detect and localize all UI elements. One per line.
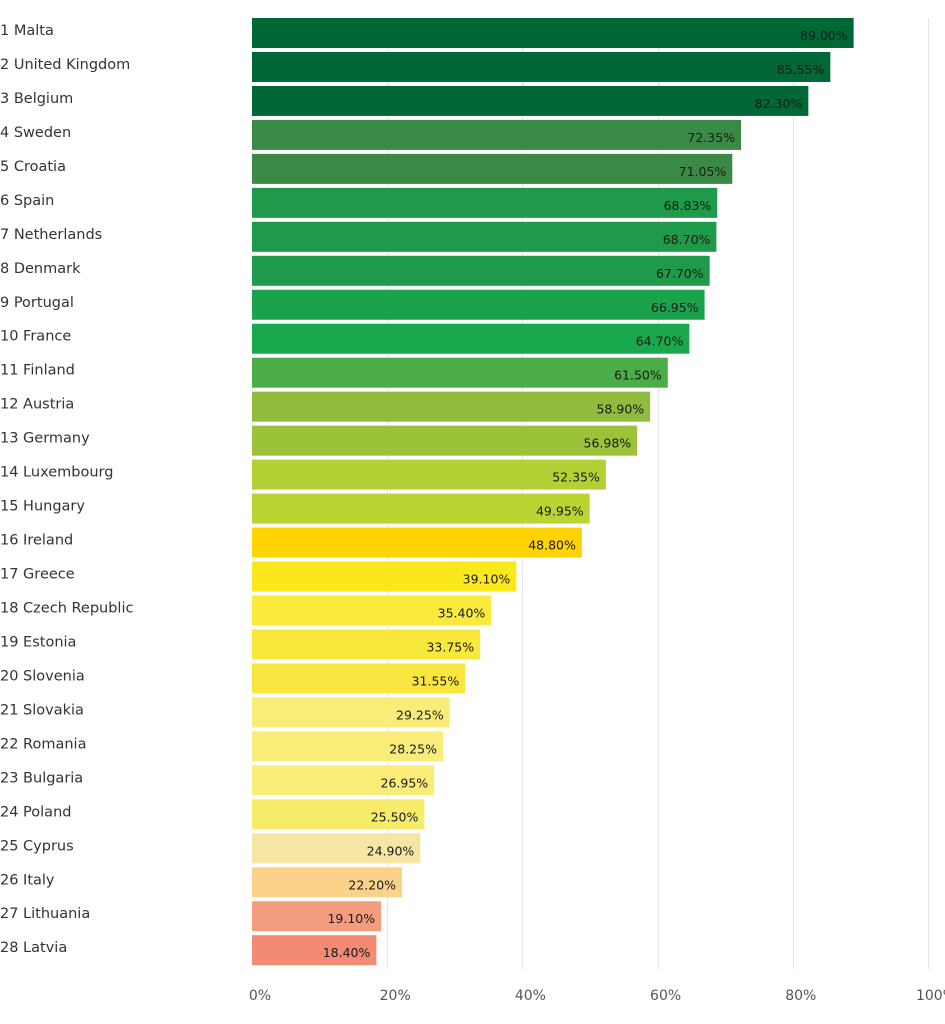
bar — [252, 459, 606, 490]
value-label: 68.70% — [663, 232, 711, 247]
category-label: 8 Denmark — [0, 261, 81, 277]
category-label: 22 Romania — [0, 736, 86, 752]
category-label: 6 Spain — [0, 193, 54, 209]
category-label: 25 Cyprus — [0, 838, 74, 854]
bar — [252, 731, 443, 762]
bar — [252, 901, 382, 932]
value-label: 39.10% — [463, 572, 511, 587]
x-tick-label: 0% — [249, 988, 271, 1004]
bar — [252, 833, 421, 864]
value-label: 31.55% — [412, 673, 460, 688]
value-label: 49.95% — [536, 504, 584, 519]
value-label: 71.05% — [679, 164, 727, 179]
bar — [252, 255, 710, 286]
category-label: 18 Czech Republic — [0, 600, 133, 616]
bar — [252, 799, 425, 830]
value-label: 29.25% — [396, 707, 444, 722]
bar — [252, 323, 690, 354]
category-label: 10 France — [0, 329, 71, 345]
category-label: 9 Portugal — [0, 295, 74, 311]
value-label: 64.70% — [636, 334, 684, 349]
category-label: 4 Sweden — [0, 125, 71, 141]
value-label: 48.80% — [528, 538, 576, 553]
bar — [252, 357, 668, 388]
category-label: 5 Croatia — [0, 159, 66, 175]
category-label: 19 Estonia — [0, 634, 76, 650]
value-label: 82.30% — [755, 96, 803, 111]
bar — [252, 629, 481, 660]
bar — [252, 935, 377, 966]
value-label: 61.50% — [614, 368, 662, 383]
category-label: 7 Netherlands — [0, 227, 102, 243]
category-label: 26 Italy — [0, 872, 55, 888]
value-label: 72.35% — [687, 130, 735, 145]
bar — [252, 493, 590, 524]
bar — [252, 425, 638, 456]
bar — [252, 51, 831, 82]
category-label: 27 Lithuania — [0, 906, 90, 922]
bar — [252, 153, 733, 184]
x-tick-label: 20% — [380, 988, 411, 1004]
value-label: 33.75% — [426, 639, 474, 654]
bar — [252, 289, 705, 320]
x-tick-label: 80% — [785, 988, 816, 1004]
category-label: 17 Greece — [0, 567, 75, 583]
value-label: 56.98% — [584, 436, 632, 451]
bar — [252, 18, 854, 48]
bar — [252, 391, 651, 422]
category-label: 12 Austria — [0, 397, 74, 413]
category-label: 2 United Kingdom — [0, 57, 130, 73]
x-axis-ticks: 0% 20% 40% 60% 80% 100% — [249, 988, 945, 1004]
category-label: 16 Ireland — [0, 533, 73, 549]
value-label: 28.25% — [389, 741, 437, 756]
value-label: 26.95% — [381, 775, 429, 790]
value-label: 67.70% — [656, 266, 704, 281]
bars — [252, 18, 854, 966]
value-label: 85.55% — [777, 62, 825, 77]
bar — [252, 697, 450, 728]
bar — [252, 595, 492, 626]
bar — [252, 85, 809, 116]
x-tick-label: 100% — [916, 988, 945, 1004]
bar — [252, 119, 742, 150]
category-label: 20 Slovenia — [0, 668, 85, 684]
bar — [252, 187, 718, 218]
x-tick-label: 40% — [515, 988, 546, 1004]
value-label: 22.20% — [348, 877, 396, 892]
value-label: 58.90% — [596, 402, 644, 417]
value-label: 18.40% — [323, 945, 371, 960]
value-label: 68.83% — [664, 198, 712, 213]
category-label: 1 Malta — [0, 23, 54, 39]
value-label: 25.50% — [371, 809, 419, 824]
bar — [252, 527, 582, 558]
bar — [252, 867, 403, 898]
bar — [252, 663, 466, 694]
category-label: 3 Belgium — [0, 91, 73, 107]
x-tick-label: 60% — [650, 988, 681, 1004]
value-label: 52.35% — [552, 470, 600, 485]
category-label: 13 Germany — [0, 431, 90, 447]
bar — [252, 221, 717, 252]
category-label: 21 Slovakia — [0, 702, 84, 718]
category-label: 23 Bulgaria — [0, 770, 83, 786]
value-label: 19.10% — [327, 911, 375, 926]
category-label: 15 Hungary — [0, 499, 85, 515]
value-label: 89.00% — [800, 28, 848, 43]
category-labels: 1 Malta 2 United Kingdom 3 Belgium 4 Sweden… — [0, 23, 133, 956]
value-label: 35.40% — [438, 605, 486, 620]
category-label: 28 Latvia — [0, 940, 67, 956]
value-labels: 89.00% 85.55% 82.30% 72.35% 71.05% 68.83% 68.7… — [323, 28, 848, 960]
bar — [252, 765, 435, 796]
category-label: 14 Luxembourg — [0, 465, 113, 481]
category-label: 11 Finland — [0, 363, 75, 379]
value-label: 24.90% — [367, 843, 415, 858]
category-label: 24 Poland — [0, 804, 71, 820]
value-label: 66.95% — [651, 300, 699, 315]
bar — [252, 561, 517, 592]
